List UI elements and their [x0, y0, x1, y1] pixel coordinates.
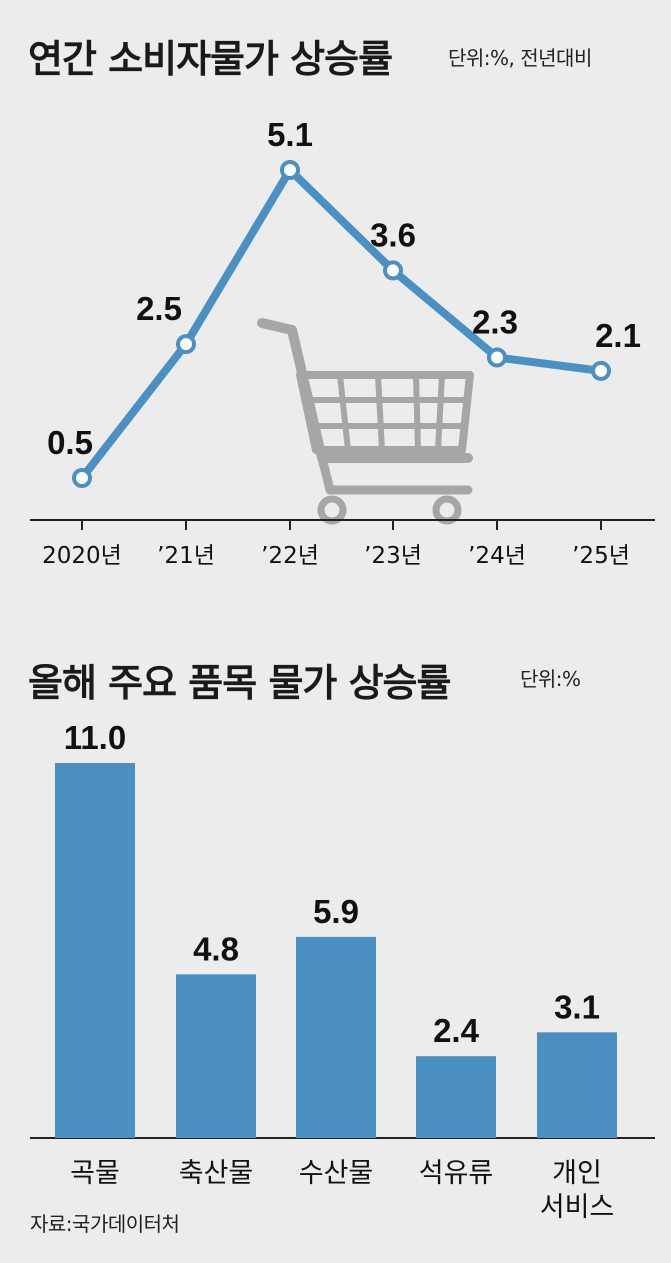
series-line — [78, 166, 605, 482]
bar — [537, 1032, 617, 1138]
bar-chart: 11.0 곡물 4.8 축산물 5.9 수산물 2.4 석유류 3.1 개인 서비스 — [30, 719, 655, 1223]
shopping-cart-icon — [257, 318, 474, 525]
x-tick-label: ’24년 — [468, 543, 526, 569]
data-label: 3.6 — [370, 216, 416, 253]
x-tick-label: ’22년 — [261, 543, 319, 569]
x-tick-label: ’25년 — [572, 543, 630, 569]
data-point — [176, 334, 196, 355]
bar-value-label: 11.0 — [64, 719, 126, 756]
data-point — [72, 468, 92, 488]
data-label: 2.1 — [595, 317, 641, 354]
data-point — [280, 160, 300, 180]
line-chart: 0.5 2020년 2.5 ’21년 5.1 ’22년 3.6 ’23년 2.3 ’24년 2.1 ’… — [30, 116, 655, 569]
category-label: 곡물 — [70, 1158, 120, 1189]
bar-value-label: 2.4 — [433, 1012, 480, 1049]
x-tick-label: 2020년 — [42, 543, 122, 569]
x-tick-label: ’21년 — [157, 543, 215, 569]
bar — [176, 974, 256, 1138]
bar-chart-unit-note: 단위:% — [520, 667, 581, 691]
x-tick-label: ’23년 — [364, 543, 422, 569]
bar — [296, 936, 376, 1138]
bar-value-label: 5.9 — [313, 893, 359, 930]
source-note: 자료:국가데이터처 — [30, 1212, 180, 1236]
line-chart-unit-note: 단위:%, 전년대비 — [448, 46, 592, 70]
bar — [416, 1056, 496, 1138]
data-point — [383, 260, 403, 281]
bar-value-label: 3.1 — [554, 988, 600, 1025]
bar-value-label: 4.8 — [193, 930, 239, 967]
data-point — [591, 360, 611, 381]
line-chart-title: 연간 소비자물가 상승률 — [28, 37, 393, 81]
bar-chart-title: 올해 주요 품목 물가 상승률 — [28, 661, 451, 705]
bar — [55, 763, 135, 1138]
data-label: 5.1 — [267, 116, 313, 153]
category-label: 수산물 — [299, 1158, 374, 1189]
category-label: 축산물 — [179, 1158, 254, 1189]
category-label: 석유류 — [419, 1158, 494, 1189]
data-label: 2.3 — [472, 303, 518, 340]
data-point — [487, 347, 507, 368]
category-label: 개인 서비스 — [540, 1158, 615, 1223]
data-label: 2.5 — [136, 290, 182, 327]
data-label: 0.5 — [47, 424, 93, 461]
